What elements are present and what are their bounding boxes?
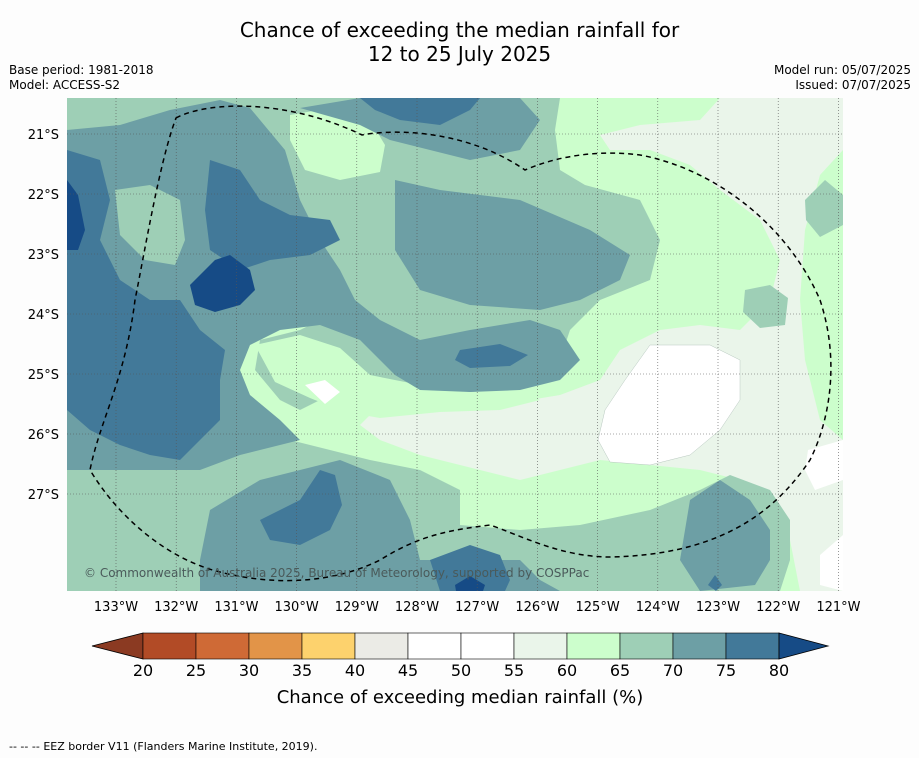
contour-55-60	[360, 98, 843, 591]
colorbar-tick-label: 80	[769, 661, 789, 680]
longitude-label: 123°W	[696, 600, 740, 615]
contour-75-80-west	[67, 150, 225, 460]
contour-75-80-se-b	[708, 575, 722, 591]
longitude-label: 132°W	[154, 600, 198, 615]
colorbar-segment	[619, 632, 674, 660]
latitude-label: 26°S	[28, 428, 59, 443]
right-meta: Model run: 05/07/2025 Issued: 07/07/2025	[774, 63, 911, 93]
contour-65-70-pocket	[115, 185, 185, 265]
longitude-label: 125°W	[576, 600, 620, 615]
contour-over-80-west	[67, 180, 85, 250]
longitude-label: 131°W	[214, 600, 258, 615]
base-period: Base period: 1981-2018	[9, 63, 154, 77]
colorbar-tick-label: 50	[451, 661, 471, 680]
colorbar-tick-label: 70	[663, 661, 683, 680]
copyright-text: © Commonwealth of Australia 2025, Bureau…	[84, 566, 589, 580]
contour-50-55-east	[805, 440, 843, 490]
contour-70-75-central	[395, 180, 630, 310]
contour-70-75-se	[680, 480, 770, 591]
colorbar-segment	[513, 632, 568, 660]
colorbar-tick-label: 55	[504, 661, 524, 680]
colorbar	[91, 632, 830, 660]
longitude-label: 130°W	[275, 600, 319, 615]
contour-50-55-se	[820, 535, 843, 591]
colorbar-segment	[195, 632, 250, 660]
map-gridlines	[67, 98, 843, 591]
longitude-label: 133°W	[94, 600, 138, 615]
contour-70-75-north	[300, 98, 540, 160]
latitude-label: 24°S	[28, 308, 59, 323]
colorbar-over-arrow	[778, 632, 830, 660]
colorbar-segment	[725, 632, 780, 660]
contour-75-80-central	[455, 344, 528, 368]
colorbar-segment	[672, 632, 727, 660]
latitude-label: 27°S	[28, 488, 59, 503]
model-run: Model run: 05/07/2025	[773, 63, 911, 77]
eez-legend: -- -- -- EEZ border V11 (Flanders Marine…	[9, 740, 317, 753]
colorbar-tick-label: 20	[133, 661, 153, 680]
colorbar-segment	[407, 632, 462, 660]
left-meta: Base period: 1981-2018 Model: ACCESS-S2	[9, 63, 154, 93]
colorbar-segment	[301, 632, 356, 660]
title-line-2: 12 to 25 July 2025	[367, 42, 552, 66]
eez-border	[89, 105, 832, 582]
latitude-label: 23°S	[28, 248, 59, 263]
latitude-label: 22°S	[28, 188, 59, 203]
contour-75-80-north	[205, 160, 340, 270]
map-title: Chance of exceeding the median rainfall …	[0, 18, 919, 66]
longitude-labels: 133°W 132°W 131°W 130°W 129°W 128°W 127°W 126°W…	[94, 600, 861, 615]
colorbar-tick-label: 45	[398, 661, 418, 680]
eez-legend-marker: -- -- --	[9, 740, 40, 753]
colorbar-segment	[248, 632, 303, 660]
colorbar-segment	[566, 632, 621, 660]
eez-legend-text: EEZ border V11 (Flanders Marine Institut…	[43, 740, 318, 753]
colorbar-tick-label: 25	[186, 661, 206, 680]
latitude-labels: 21°S 22°S 23°S 24°S 25°S 26°S 27°S	[28, 128, 59, 503]
colorbar-ticks: 20 25 30 35 40 45 50 55 60 65 70 75 80	[133, 661, 789, 680]
longitude-label: 126°W	[515, 600, 559, 615]
contour-75-80-top	[360, 98, 480, 125]
colorbar-under-arrow	[91, 632, 144, 660]
colorbar-tick-label: 60	[557, 661, 577, 680]
colorbar-segment	[142, 632, 197, 660]
colorbar-tick-label: 75	[716, 661, 736, 680]
colorbar-tick-label: 40	[345, 661, 365, 680]
longitude-label: 122°W	[756, 600, 800, 615]
model-name: Model: ACCESS-S2	[9, 78, 121, 92]
title-line-1: Chance of exceeding the median rainfall …	[239, 18, 680, 42]
longitude-label: 124°W	[636, 600, 680, 615]
longitude-label: 127°W	[455, 600, 499, 615]
contour-75-80-se-a	[430, 545, 510, 591]
colorbar-segment	[354, 632, 409, 660]
contour-over-80-center	[190, 255, 255, 312]
contour-island-d	[305, 380, 340, 404]
longitude-label: 121°W	[816, 600, 860, 615]
latitude-label: 21°S	[28, 128, 59, 143]
colorbar-tick-label: 35	[292, 661, 312, 680]
colorbar-tick-label: 30	[239, 661, 259, 680]
contour-70-75-south	[200, 460, 560, 591]
issued-date: Issued: 07/07/2025	[795, 78, 911, 92]
contour-60-65-island-a	[290, 108, 385, 180]
latitude-label: 25°S	[28, 368, 59, 383]
rainfall-contours	[67, 98, 843, 591]
contour-65-70-island	[743, 285, 788, 328]
contour-50-55	[597, 344, 741, 466]
longitude-label: 128°W	[395, 600, 439, 615]
colorbar-tick-label: 65	[610, 661, 630, 680]
contour-75-80-south	[260, 470, 342, 545]
longitude-label: 129°W	[335, 600, 379, 615]
colorbar-segment	[460, 632, 515, 660]
colorbar-label: Chance of exceeding median rainfall (%)	[277, 687, 644, 708]
